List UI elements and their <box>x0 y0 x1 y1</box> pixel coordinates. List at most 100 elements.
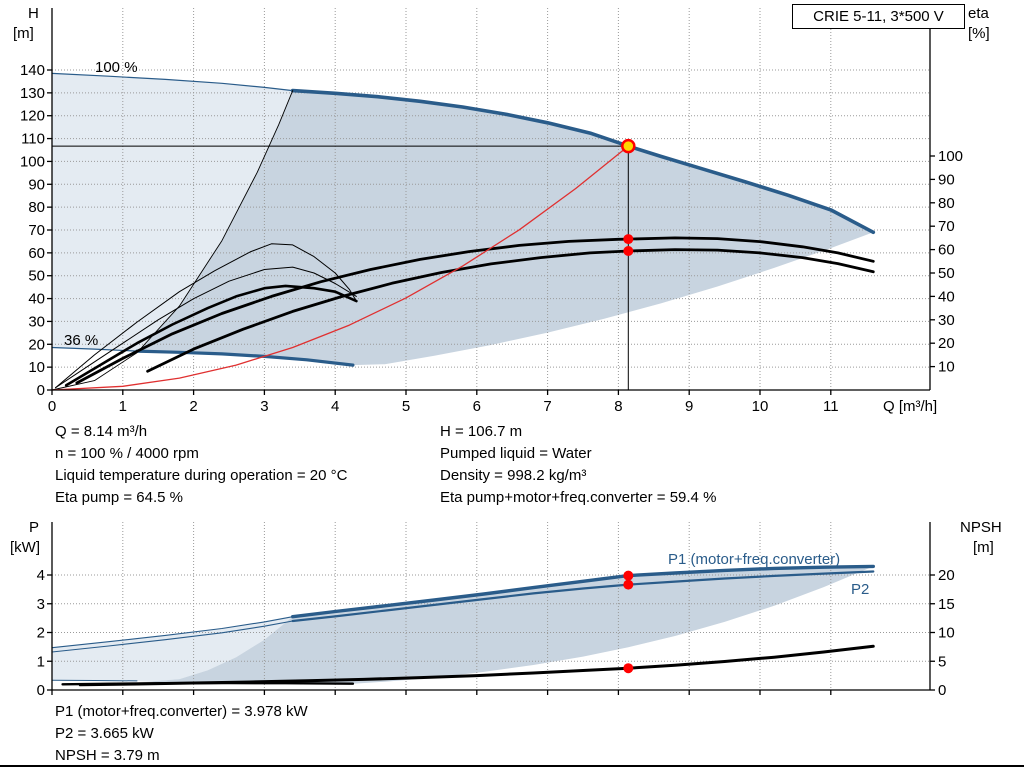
y-left-tick-label: 80 <box>28 199 45 216</box>
envelope-dark <box>137 90 874 366</box>
info-line-q: Q = 8.14 m³/h <box>55 423 148 440</box>
npsh-point <box>623 663 634 674</box>
y-right-tick-label: 70 <box>938 218 955 235</box>
h-axis-label: H <box>28 5 39 22</box>
info-line-p2: P2 = 3.665 kW <box>55 725 154 742</box>
y-right-tick-label: 80 <box>938 195 955 212</box>
y-right-tick-label: 90 <box>938 171 955 188</box>
system-curve <box>51 145 629 391</box>
eta-arc-a <box>55 243 357 389</box>
y-left-tick-label: 50 <box>28 268 45 285</box>
y-left-tick-label: 70 <box>28 222 45 239</box>
y-left-tick-label: 100 <box>20 153 45 170</box>
info-line-liquid: Pumped liquid = Water <box>440 445 592 462</box>
y-left-tick-label: 60 <box>28 245 45 262</box>
y-left-tick-label: 90 <box>28 176 45 193</box>
y-right-tick-label: 10 <box>938 359 955 376</box>
duty-info-left-column: Q = 8.14 m³/h n = 100 % / 4000 rpm Liqui… <box>55 421 347 509</box>
p-axis-unit: [kW] <box>10 539 40 556</box>
x-tick-label: 4 <box>331 398 339 415</box>
y-right-tick-label: 60 <box>938 242 955 259</box>
info-line-temp: Liquid temperature during operation = 20… <box>55 467 348 484</box>
curve-label: P2 <box>851 581 869 598</box>
envelope-light <box>52 73 293 352</box>
x-tick-label: 8 <box>614 398 622 415</box>
eta-pump-curve <box>75 236 875 385</box>
p2-point <box>623 579 634 590</box>
x-tick-label: 9 <box>685 398 693 415</box>
y-right-tick-label: 0 <box>938 682 946 699</box>
power-npsh-chart-axes <box>47 522 935 695</box>
eta-total-point <box>623 246 634 257</box>
x-tick-label: 3 <box>260 398 268 415</box>
npsh-axis-unit: [m] <box>973 539 994 556</box>
info-line-h: H = 106.7 m <box>440 423 523 440</box>
eta-axis-label: eta <box>968 5 989 22</box>
curve-label: P1 (motor+freq.converter) <box>668 551 840 568</box>
p1-curve-thin <box>51 616 294 649</box>
y-right-tick-label: 20 <box>938 335 955 352</box>
duty-point-marker <box>621 138 636 154</box>
hq-efficiency-chart-axes <box>47 8 935 395</box>
x-tick-label: 10 <box>752 398 769 415</box>
info-line-eta-total: Eta pump+motor+freq.converter = 59.4 % <box>440 489 717 506</box>
y-left-tick-label: 4 <box>37 567 45 584</box>
y-left-tick-label: 140 <box>20 62 45 79</box>
x-axis-title: Q [m³/h] <box>883 398 937 415</box>
y-right-tick-label: 30 <box>938 312 955 329</box>
eta-pump-point <box>623 234 634 245</box>
p2-curve-thin <box>51 620 294 653</box>
power-info-column: P1 (motor+freq.converter) = 3.978 kW P2 … <box>55 701 308 767</box>
eta-arc-b <box>55 266 357 389</box>
info-line-eta-pump: Eta pump = 64.5 % <box>55 489 183 506</box>
pump-curve-min <box>135 349 355 367</box>
y-left-tick-label: 10 <box>28 359 45 376</box>
power-npsh-chart-grid <box>52 522 930 690</box>
info-line-npsh: NPSH = 3.79 m <box>55 747 160 764</box>
power-npsh-chart: 0 1 2 3 4 0 5 10 15 20 P1 (motor+freq.converter) P2 <box>37 522 955 699</box>
x-tick-label: 5 <box>402 398 410 415</box>
npsh-axis-label: NPSH <box>960 519 1002 536</box>
x-tick-label: 2 <box>189 398 197 415</box>
pump-curve-100 <box>290 88 876 235</box>
npsh-curve <box>78 644 875 687</box>
hq-efficiency-chart-grid <box>52 8 930 390</box>
y-right-tick-label: 40 <box>938 288 955 305</box>
eta-arc-min <box>64 284 358 387</box>
y-left-tick-label: 30 <box>28 313 45 330</box>
pump-title-box: CRIE 5-11, 3*500 V <box>792 4 965 29</box>
x-tick-label: 6 <box>473 398 481 415</box>
y-right-tick-label: 50 <box>938 265 955 282</box>
x-tick-label: 11 <box>823 398 839 415</box>
y-left-tick-label: 0 <box>37 382 45 399</box>
hq-efficiency-chart-tick-labels: 0102030405060708090100110120130140102030… <box>20 59 963 415</box>
y-left-tick-label: 120 <box>20 108 45 125</box>
y-right-tick-label: 10 <box>938 625 955 642</box>
hq-efficiency-chart: 0102030405060708090100110120130140102030… <box>20 8 963 415</box>
curve-label: 36 % <box>64 332 98 349</box>
y-right-tick-label: 100 <box>938 148 963 165</box>
affinity-parabola-left <box>51 90 294 391</box>
y-right-tick-label: 15 <box>938 596 955 613</box>
bottom-separator <box>0 765 1024 767</box>
pump-title-text: CRIE 5-11, 3*500 V <box>813 8 944 25</box>
eta-total-curve <box>146 248 875 373</box>
p-axis-label: P <box>29 519 40 536</box>
p1-curve <box>291 564 875 619</box>
h-axis-unit: [m] <box>13 25 34 42</box>
x-tick-label: 0 <box>48 398 56 415</box>
power-npsh-chart-tick-labels: 0 1 2 3 4 0 5 10 15 20 P1 (motor+freq.converter) P2 <box>37 551 955 699</box>
x-tick-label: 7 <box>543 398 551 415</box>
info-line-density: Density = 998.2 kg/m³ <box>440 467 587 484</box>
y-left-tick-label: 3 <box>37 596 45 613</box>
y-right-tick-label: 20 <box>938 567 955 584</box>
x-tick-label: 1 <box>119 398 127 415</box>
y-left-tick-label: 20 <box>28 336 45 353</box>
pump-curve-100-thin <box>51 72 294 92</box>
y-left-tick-label: 2 <box>37 625 45 642</box>
envelope-dark-p <box>137 566 874 684</box>
curve-label: 100 % <box>95 59 138 76</box>
p-min-curve-thin <box>51 679 138 682</box>
